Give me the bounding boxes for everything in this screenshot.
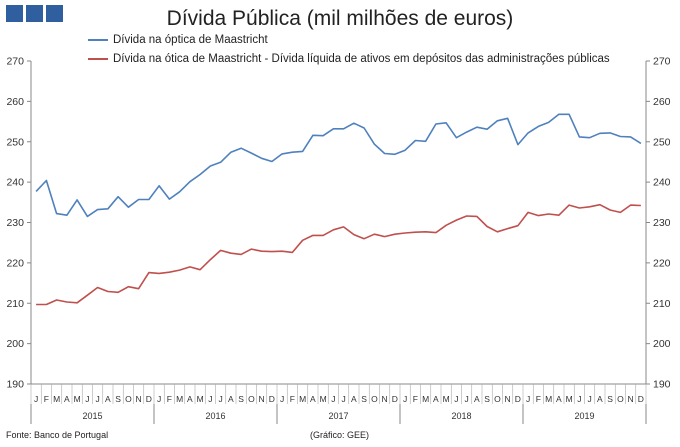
- x-tick-label: N: [382, 394, 388, 404]
- x-tick-label: J: [577, 394, 581, 404]
- logo-square: [6, 5, 23, 22]
- x-tick-label: F: [413, 394, 418, 404]
- x-tick-label: J: [96, 394, 100, 404]
- x-tick-label: A: [556, 394, 562, 404]
- y-tick-label: 200: [6, 338, 24, 350]
- x-tick-label: M: [566, 394, 573, 404]
- x-tick-label: A: [105, 394, 111, 404]
- x-tick-label: O: [617, 394, 624, 404]
- x-tick-label: J: [342, 394, 346, 404]
- x-tick-label: O: [494, 394, 501, 404]
- source-note: Fonte: Banco de Portugal: [6, 430, 109, 440]
- x-tick-label: M: [299, 394, 306, 404]
- year-label: 2017: [328, 411, 348, 421]
- x-tick-label: J: [454, 394, 458, 404]
- y-tick-label-right: 270: [653, 56, 671, 68]
- y-tick-label-right: 220: [653, 257, 671, 269]
- x-tick-label: J: [331, 394, 335, 404]
- y-tick-label-right: 200: [653, 338, 671, 350]
- x-tick-label: N: [628, 394, 634, 404]
- y-tick-label-right: 210: [653, 298, 671, 310]
- x-tick-label: M: [545, 394, 552, 404]
- x-tick-label: D: [269, 394, 275, 404]
- y-tick-label: 260: [6, 96, 24, 108]
- x-tick-label: M: [320, 394, 327, 404]
- x-tick-label: A: [228, 394, 234, 404]
- y-tick-label-right: 230: [653, 217, 671, 229]
- x-tick-label: S: [607, 394, 613, 404]
- y-tick-label-right: 250: [653, 136, 671, 148]
- legend-label: Dívida na óptica de Maastricht: [113, 34, 268, 46]
- x-tick-label: J: [85, 394, 89, 404]
- x-tick-label: M: [443, 394, 450, 404]
- y-tick-label: 230: [6, 217, 24, 229]
- y-tick-label-right: 240: [653, 177, 671, 189]
- x-tick-label: S: [238, 394, 244, 404]
- x-tick-label: A: [187, 394, 193, 404]
- x-tick-label: N: [259, 394, 265, 404]
- y-tick-label: 190: [6, 379, 24, 391]
- x-tick-label: A: [310, 394, 316, 404]
- x-tick-label: D: [638, 394, 644, 404]
- logo-square: [46, 5, 63, 22]
- x-tick-label: A: [474, 394, 480, 404]
- legend-item-series-1: Dívida na óptica de Maastricht: [88, 34, 268, 46]
- x-tick-label: F: [290, 394, 295, 404]
- x-tick-label: D: [392, 394, 398, 404]
- year-label: 2018: [451, 411, 471, 421]
- series-line-2: [36, 203, 641, 306]
- x-tick-label: J: [34, 394, 38, 404]
- x-tick-label: M: [53, 394, 60, 404]
- x-tick-label: M: [74, 394, 81, 404]
- y-tick-label: 210: [6, 298, 24, 310]
- x-tick-label: A: [597, 394, 603, 404]
- x-tick-label: A: [64, 394, 70, 404]
- logo: [6, 5, 63, 22]
- x-tick-label: O: [125, 394, 132, 404]
- y-tick-label-right: 260: [653, 96, 671, 108]
- x-tick-label: F: [44, 394, 49, 404]
- x-tick-label: D: [515, 394, 521, 404]
- year-label: 2019: [574, 411, 594, 421]
- y-tick-label: 250: [6, 136, 24, 148]
- x-tick-label: A: [433, 394, 439, 404]
- x-tick-label: O: [371, 394, 378, 404]
- y-tick-label: 220: [6, 257, 24, 269]
- x-tick-label: J: [588, 394, 592, 404]
- x-tick-label: M: [197, 394, 204, 404]
- x-tick-label: J: [208, 394, 212, 404]
- year-label: 2015: [82, 411, 102, 421]
- x-tick-label: J: [157, 394, 161, 404]
- x-tick-label: J: [403, 394, 407, 404]
- legend-swatch: [88, 58, 108, 60]
- series-line-1: [35, 113, 642, 218]
- x-tick-label: F: [167, 394, 172, 404]
- x-tick-label: J: [219, 394, 223, 404]
- x-tick-label: A: [351, 394, 357, 404]
- legend-label: Dívida na ótica de Maastricht - Dívida l…: [113, 53, 610, 65]
- x-tick-label: J: [526, 394, 530, 404]
- x-tick-label: N: [505, 394, 511, 404]
- logo-square: [26, 5, 43, 22]
- x-tick-label: O: [248, 394, 255, 404]
- x-tick-label: S: [361, 394, 367, 404]
- chart-title: Dívida Pública (mil milhões de euros): [166, 7, 514, 30]
- y-tick-label-right: 190: [653, 379, 671, 391]
- x-tick-label: D: [146, 394, 152, 404]
- x-tick-label: F: [536, 394, 541, 404]
- y-tick-label: 240: [6, 177, 24, 189]
- x-tick-label: M: [176, 394, 183, 404]
- x-tick-label: J: [465, 394, 469, 404]
- x-tick-label: S: [115, 394, 121, 404]
- x-tick-label: J: [280, 394, 284, 404]
- year-label: 2016: [205, 411, 225, 421]
- legend-swatch: [88, 39, 108, 41]
- legend-item-series-2: Dívida na ótica de Maastricht - Dívida l…: [88, 53, 610, 65]
- x-tick-label: M: [422, 394, 429, 404]
- x-tick-label: S: [484, 394, 490, 404]
- x-tick-label: N: [136, 394, 142, 404]
- credit-note: (Gráfico: GEE): [310, 430, 370, 440]
- y-tick-label: 270: [6, 56, 24, 68]
